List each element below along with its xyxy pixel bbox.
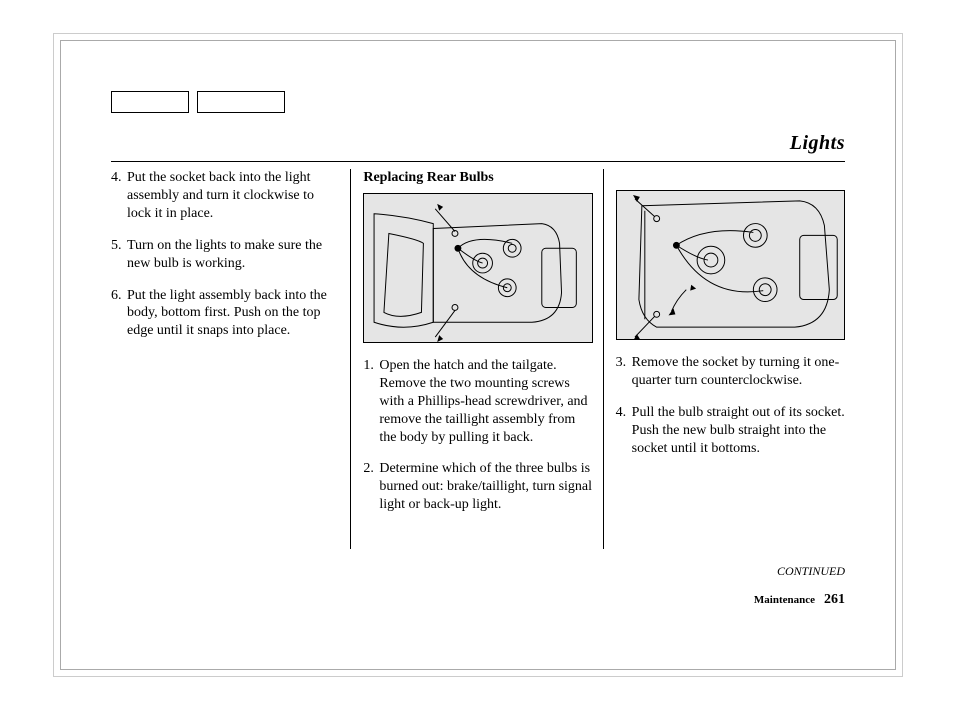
step-item: 1. Open the hatch and the tailgate. Remo… [363,357,592,447]
step-item: 3. Remove the socket by turning it one-q… [616,354,845,390]
step-number: 2. [363,460,374,478]
right-steps-list: 3. Remove the socket by turning it one-q… [616,354,845,458]
step-number: 4. [616,404,627,422]
middle-steps-list: 1. Open the hatch and the tailgate. Remo… [363,357,592,514]
step-item: 2. Determine which of the three bulbs is… [363,460,592,514]
content-columns: 4. Put the socket back into the light as… [111,169,845,549]
title-row: Lights [111,131,845,162]
column-right: 3. Remove the socket by turning it one-q… [603,169,845,549]
step-text: Put the light assembly back into the bod… [127,288,327,339]
placeholder-box-2 [197,91,285,113]
placeholder-box-1 [111,91,189,113]
step-text: Turn on the lights to make sure the new … [127,238,322,271]
step-text: Put the socket back into the light assem… [127,170,314,221]
header-placeholder-boxes [111,91,285,113]
page-title: Lights [790,132,845,154]
step-text: Remove the socket by turning it one-quar… [632,355,840,388]
manual-page: Lights 4. Put the socket back into the l… [60,40,896,670]
step-number: 1. [363,357,374,375]
continued-label: CONTINUED [777,564,845,579]
step-number: 5. [111,237,122,255]
step-number: 6. [111,287,122,305]
spacer [616,169,845,190]
taillight-illustration-2-icon [617,191,844,339]
left-steps-list: 4. Put the socket back into the light as… [111,169,340,340]
taillight-figure-2 [616,190,845,340]
column-middle: Replacing Rear Bulbs [350,169,602,549]
footer-page-number: 261 [824,592,845,607]
step-text: Open the hatch and the tailgate. Remove … [379,358,587,445]
step-item: 4. Put the socket back into the light as… [111,169,340,223]
taillight-figure-1 [363,193,592,343]
step-text: Determine which of the three bulbs is bu… [379,461,592,512]
page-footer: Maintenance 261 [754,591,845,609]
column-left: 4. Put the socket back into the light as… [111,169,350,549]
step-text: Pull the bulb straight out of its socket… [632,405,845,456]
step-item: 6. Put the light assembly back into the … [111,287,340,341]
step-item: 4. Pull the bulb straight out of its soc… [616,404,845,458]
step-number: 4. [111,169,122,187]
taillight-illustration-1-icon [364,194,591,342]
footer-section: Maintenance [754,594,815,606]
section-heading: Replacing Rear Bulbs [363,169,592,187]
step-item: 5. Turn on the lights to make sure the n… [111,237,340,273]
step-number: 3. [616,354,627,372]
